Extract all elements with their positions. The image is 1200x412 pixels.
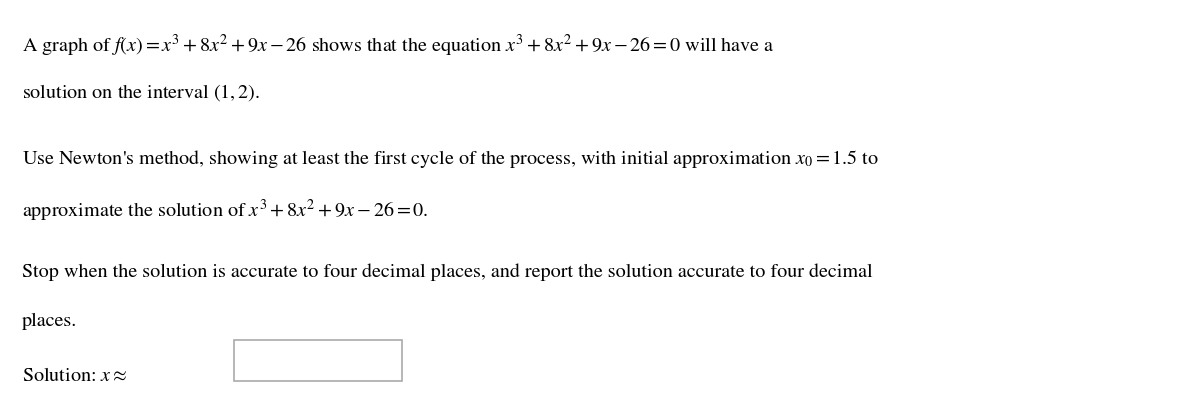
Text: A graph of $f(x) = x^3 + 8x^2 + 9x - 26$ shows that the equation $x^3 + 8x^2 + 9: A graph of $f(x) = x^3 + 8x^2 + 9x - 26$… — [22, 33, 774, 59]
Text: Stop when the solution is accurate to four decimal places, and report the soluti: Stop when the solution is accurate to fo… — [22, 264, 872, 281]
Text: Use Newton's method, showing at least the first cycle of the process, with initi: Use Newton's method, showing at least th… — [22, 148, 878, 170]
Text: Solution: $x \approx$: Solution: $x \approx$ — [22, 367, 127, 385]
Text: solution on the interval $(1, 2)$.: solution on the interval $(1, 2)$. — [22, 82, 260, 103]
Text: places.: places. — [22, 313, 77, 330]
Text: approximate the solution of $x^3 + 8x^2 + 9x - 26 = 0$.: approximate the solution of $x^3 + 8x^2 … — [22, 198, 428, 224]
